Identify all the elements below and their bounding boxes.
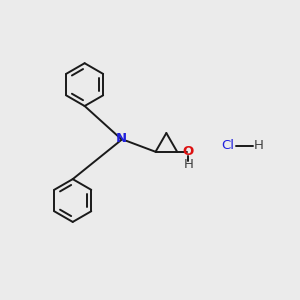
Text: H: H: [254, 139, 263, 152]
Text: N: N: [116, 132, 127, 145]
Text: O: O: [183, 145, 194, 158]
Text: H: H: [184, 158, 194, 171]
Text: Cl: Cl: [221, 139, 234, 152]
